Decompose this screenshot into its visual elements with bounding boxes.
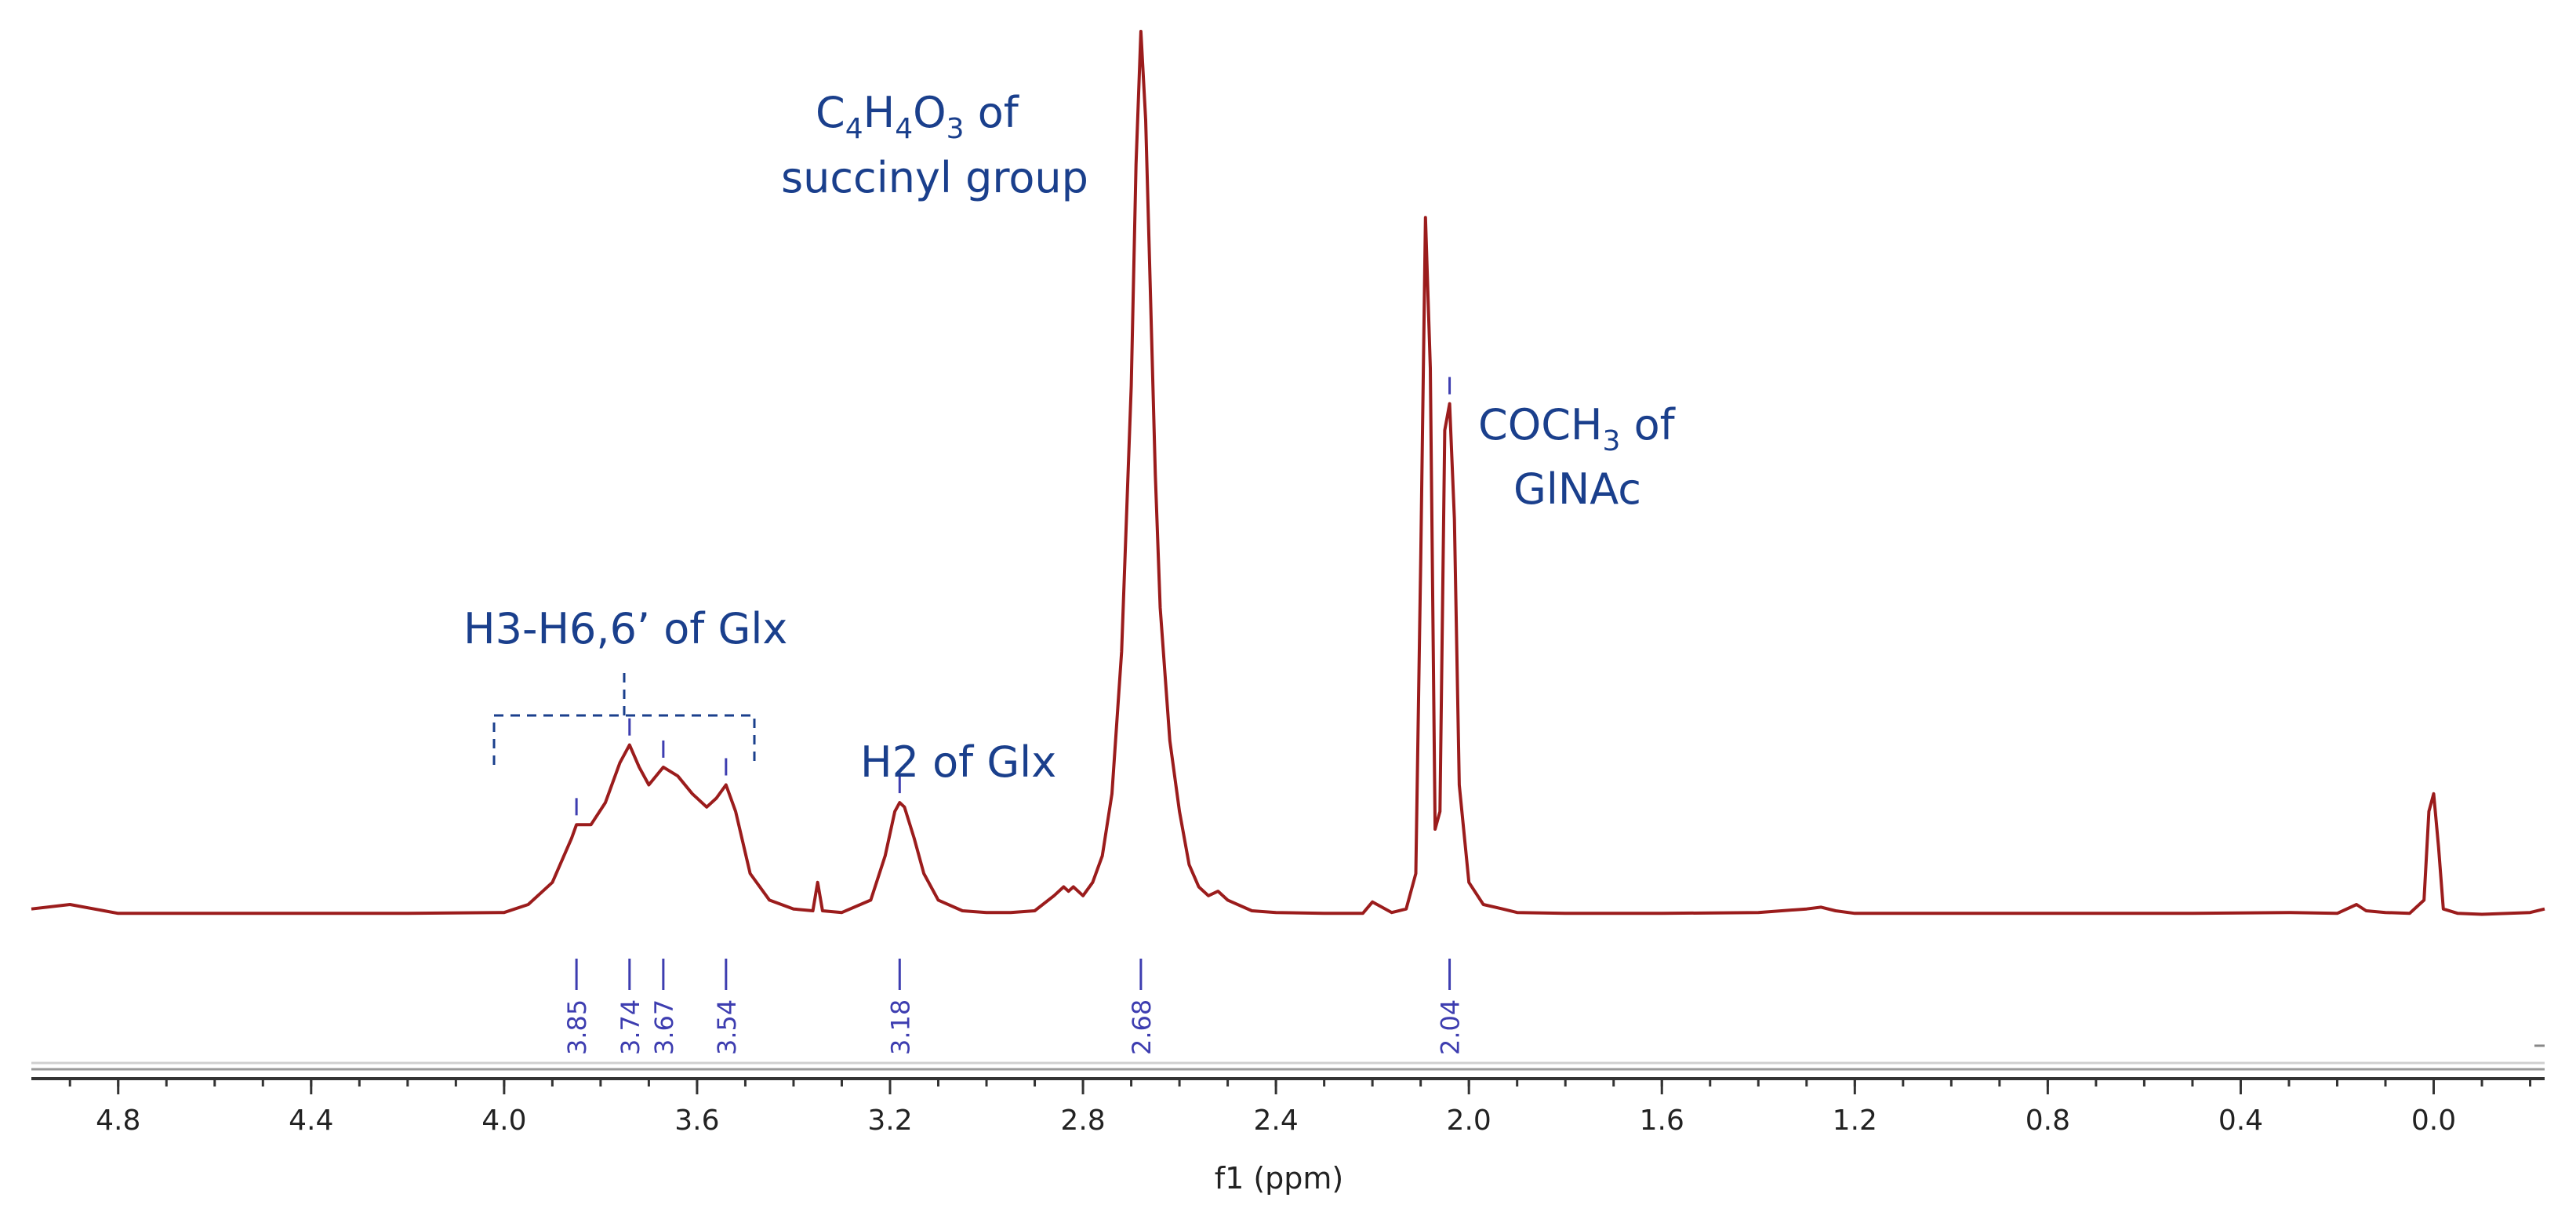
x-tick-label: 4.4 — [289, 1105, 333, 1137]
peak-label: 3.54 — [712, 999, 742, 1055]
peak-label: 3.18 — [885, 999, 915, 1055]
spectrum-line — [31, 30, 2545, 916]
x-axis-title: f1 (ppm) — [1215, 1161, 1344, 1196]
multiplet-bracket — [492, 714, 756, 765]
peak-label: 2.68 — [1127, 999, 1157, 1055]
x-tick-label: 2.0 — [1447, 1105, 1491, 1137]
x-tick-label: 0.8 — [2026, 1105, 2070, 1137]
peak-label: 3.74 — [616, 999, 645, 1055]
x-tick-label: 1.6 — [1640, 1105, 1684, 1137]
x-axis-major-ticks — [117, 1079, 2436, 1094]
annotation-h2: H2 of Glx — [860, 737, 1056, 787]
peak-markers: 3.85 3.74 3.67 3.54 3.18 2.68 2.04 — [562, 377, 1466, 1055]
x-tick-label: 4.8 — [96, 1105, 140, 1137]
x-axis-tick-labels: 4.8 4.4 4.0 3.6 3.2 2.8 2.4 2.0 1.6 1.2 0.8 0.4 0.0 — [96, 1105, 2456, 1137]
x-tick-label: 2.4 — [1253, 1105, 1298, 1137]
x-tick-label: 3.6 — [674, 1105, 719, 1137]
x-tick-label: 1.2 — [1833, 1105, 1877, 1137]
annotation-h3-h6: H3-H6,6’ of Glx — [463, 604, 787, 653]
annotation-glnac: GlNAc — [1513, 464, 1641, 514]
peak-label: 3.67 — [649, 999, 679, 1055]
x-tick-label: 2.8 — [1060, 1105, 1105, 1137]
peak-label: 2.04 — [1436, 999, 1466, 1055]
x-tick-label: 3.2 — [867, 1105, 912, 1137]
x-tick-label: 4.0 — [481, 1105, 526, 1137]
annotation-succinyl-group: succinyl group — [781, 153, 1088, 202]
x-tick-label: 0.0 — [2411, 1105, 2456, 1137]
annotation-succinyl-formula: C4H4O3 of — [816, 88, 1020, 145]
peak-label: 3.85 — [562, 999, 592, 1055]
annotation-coch3-formula: COCH3 of — [1478, 400, 1677, 457]
x-tick-label: 0.4 — [2218, 1105, 2263, 1137]
